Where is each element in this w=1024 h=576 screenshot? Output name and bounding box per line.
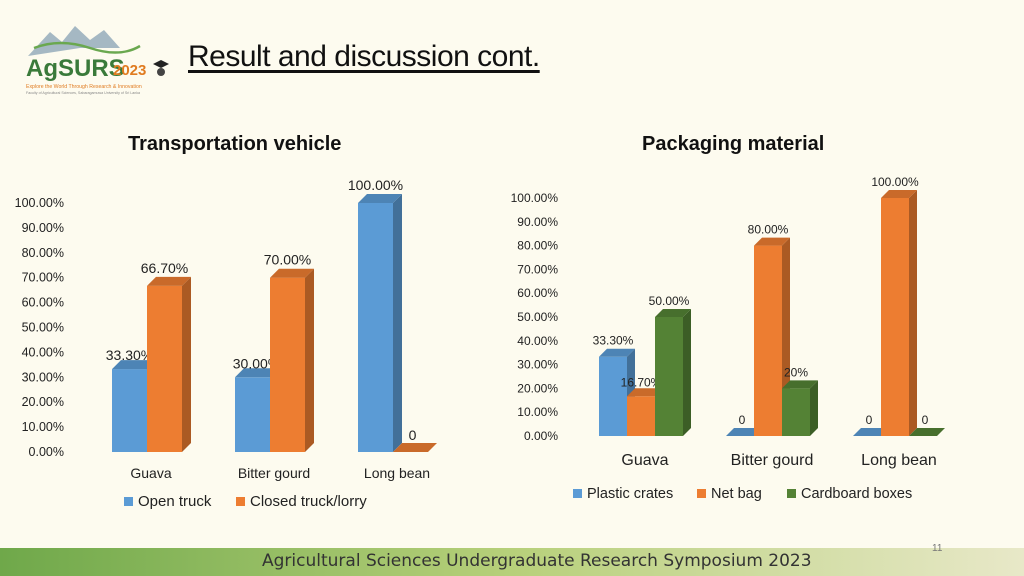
bar-front xyxy=(358,203,393,452)
bar-front xyxy=(782,388,810,436)
bar-front xyxy=(270,277,305,452)
bar-side xyxy=(393,194,402,452)
bar-top xyxy=(655,309,691,317)
y-tick-label: 100.00% xyxy=(511,191,559,205)
data-label: 100.00% xyxy=(871,175,919,189)
legend-label: Plastic crates xyxy=(587,486,673,502)
legend-label: Open truck xyxy=(138,493,212,510)
y-tick-label: 80.00% xyxy=(22,246,64,260)
legend-swatch xyxy=(573,489,582,498)
y-tick-label: 50.00% xyxy=(22,321,64,335)
logo-tagline: Explore the World Through Research & Inn… xyxy=(26,84,142,90)
bar-top xyxy=(726,428,762,436)
bar-front xyxy=(599,356,627,436)
y-tick-label: 30.00% xyxy=(22,370,64,384)
bar-top xyxy=(909,428,945,436)
y-tick-label: 90.00% xyxy=(22,221,64,235)
y-tick-label: 50.00% xyxy=(517,310,558,324)
y-tick-label: 100.00% xyxy=(15,196,64,210)
y-tick-label: 20.00% xyxy=(22,395,64,409)
data-label: 70.00% xyxy=(264,252,311,268)
data-label: 16.70% xyxy=(621,375,662,389)
data-label: 0 xyxy=(739,413,746,427)
bar-front xyxy=(235,377,270,452)
bar-top xyxy=(754,237,790,246)
bar-side xyxy=(909,190,917,436)
data-label: 0 xyxy=(409,427,417,443)
y-tick-label: 80.00% xyxy=(517,239,558,253)
y-tick-label: 70.00% xyxy=(517,262,558,276)
category-label: Guava xyxy=(621,452,668,469)
bar-top xyxy=(881,190,917,198)
bar-front xyxy=(881,198,909,436)
bar-front xyxy=(112,369,147,452)
footer-band xyxy=(0,548,1024,576)
bar-top xyxy=(853,428,889,436)
bar-top xyxy=(599,348,635,357)
data-label: 33.30% xyxy=(106,347,153,363)
y-tick-label: 20.00% xyxy=(517,381,558,395)
page-number: 11 xyxy=(932,543,943,554)
category-label: Long bean xyxy=(861,452,937,469)
y-tick-label: 90.00% xyxy=(517,215,558,229)
bar-front xyxy=(655,317,683,436)
legend-swatch xyxy=(787,489,796,498)
bar-top xyxy=(358,194,402,203)
y-tick-label: 40.00% xyxy=(22,345,64,359)
y-tick-label: 70.00% xyxy=(22,271,64,285)
bar-top xyxy=(782,380,818,389)
logo-text: AgSURS xyxy=(26,55,125,82)
legend-label: Closed truck/lorry xyxy=(250,493,367,510)
agsurs-logo: AgSURS 2023 Explore the World Through Re… xyxy=(26,26,169,95)
logo-year: 2023 xyxy=(113,62,146,79)
category-label: Bitter gourd xyxy=(731,452,814,469)
bar-front xyxy=(627,396,655,436)
bar-front xyxy=(147,285,182,452)
y-tick-label: 60.00% xyxy=(22,296,64,310)
legend-swatch xyxy=(236,497,245,506)
bar-side xyxy=(810,380,818,436)
category-label: Long bean xyxy=(364,465,430,481)
data-label: 0 xyxy=(866,413,873,427)
y-tick-label: 0.00% xyxy=(29,445,64,459)
data-label: 0 xyxy=(922,413,929,427)
bar-top xyxy=(235,368,279,378)
bar-top xyxy=(627,388,663,397)
data-label: 33.30% xyxy=(593,334,634,348)
y-tick-label: 10.00% xyxy=(517,405,558,419)
category-label: Bitter gourd xyxy=(238,465,310,481)
y-tick-label: 60.00% xyxy=(517,286,558,300)
footer-text: Agricultural Sciences Undergraduate Rese… xyxy=(262,551,812,571)
y-tick-label: 10.00% xyxy=(22,420,64,434)
legend-swatch xyxy=(124,497,133,506)
chart-title-packaging: Packaging material xyxy=(642,133,825,155)
page-title: Result and discussion cont. xyxy=(188,40,540,73)
y-tick-label: 40.00% xyxy=(517,334,558,348)
bar-side xyxy=(683,309,691,436)
legend-label: Cardboard boxes xyxy=(801,486,912,502)
bar-top xyxy=(112,360,156,370)
y-tick-label: 30.00% xyxy=(517,358,558,372)
chart-title-transportation: Transportation vehicle xyxy=(128,133,342,155)
logo-subtagline: Faculty of Agricultural Sciences, Sabara… xyxy=(26,91,140,95)
legend-label: Net bag xyxy=(711,486,762,502)
bar-side xyxy=(305,268,314,452)
bar-front xyxy=(754,245,782,436)
data-label: 50.00% xyxy=(649,294,690,308)
bar-top xyxy=(270,268,314,278)
bar-side xyxy=(182,276,191,452)
data-label: 100.00% xyxy=(348,177,403,193)
category-label: Guava xyxy=(130,465,171,481)
data-label: 30.00% xyxy=(233,355,280,371)
bar-top xyxy=(393,443,437,452)
bar-top xyxy=(147,276,191,286)
legend-swatch xyxy=(697,489,706,498)
data-label: 80.00% xyxy=(748,223,789,237)
y-tick-label: 0.00% xyxy=(524,429,558,443)
data-label: 66.70% xyxy=(141,260,188,276)
data-label: 20% xyxy=(784,365,808,379)
